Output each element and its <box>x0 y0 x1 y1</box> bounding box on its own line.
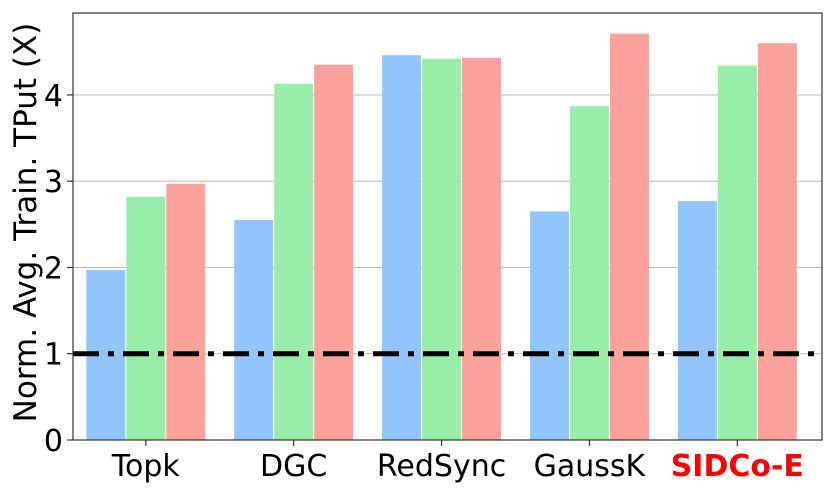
bar-sidco-e-s1 <box>677 201 717 440</box>
bars <box>86 33 797 441</box>
bar-gaussk-s2 <box>569 106 609 440</box>
x-tick-label: GaussK <box>534 449 647 484</box>
bar-redsync-s1 <box>382 55 422 441</box>
y-tick-label: 3 <box>44 165 63 200</box>
bar-gaussk-s1 <box>529 211 569 440</box>
bar-topk-s2 <box>126 196 166 440</box>
bar-topk-s3 <box>166 183 206 441</box>
y-tick-label: 2 <box>44 251 63 286</box>
y-axis-label: Norm. Avg. Train. TPut (X) <box>8 23 44 423</box>
plot-frame <box>72 12 823 441</box>
bar-redsync-s3 <box>462 57 502 440</box>
bar-redsync-s2 <box>422 58 462 441</box>
y-tick-label: 0 <box>44 424 63 459</box>
bar-sidco-e-s3 <box>757 43 797 440</box>
y-axis-ticks: 0 1 2 3 4 <box>44 79 73 459</box>
bar-dgc-s3 <box>314 64 354 441</box>
x-tick-label: Topk <box>111 449 181 484</box>
x-tick-label: SIDCo-E <box>671 449 804 484</box>
bar-sidco-e-s2 <box>717 65 757 440</box>
x-tick-label: DGC <box>260 449 327 484</box>
bar-dgc-s1 <box>234 220 274 440</box>
x-axis-ticks: Topk DGC RedSync GaussK SIDCo-E <box>111 440 804 484</box>
bar-gaussk-s3 <box>609 33 649 440</box>
bar-dgc-s2 <box>274 83 314 440</box>
y-tick-label: 4 <box>44 79 63 114</box>
y-tick-label: 1 <box>44 338 63 373</box>
x-tick-label: RedSync <box>377 449 506 484</box>
